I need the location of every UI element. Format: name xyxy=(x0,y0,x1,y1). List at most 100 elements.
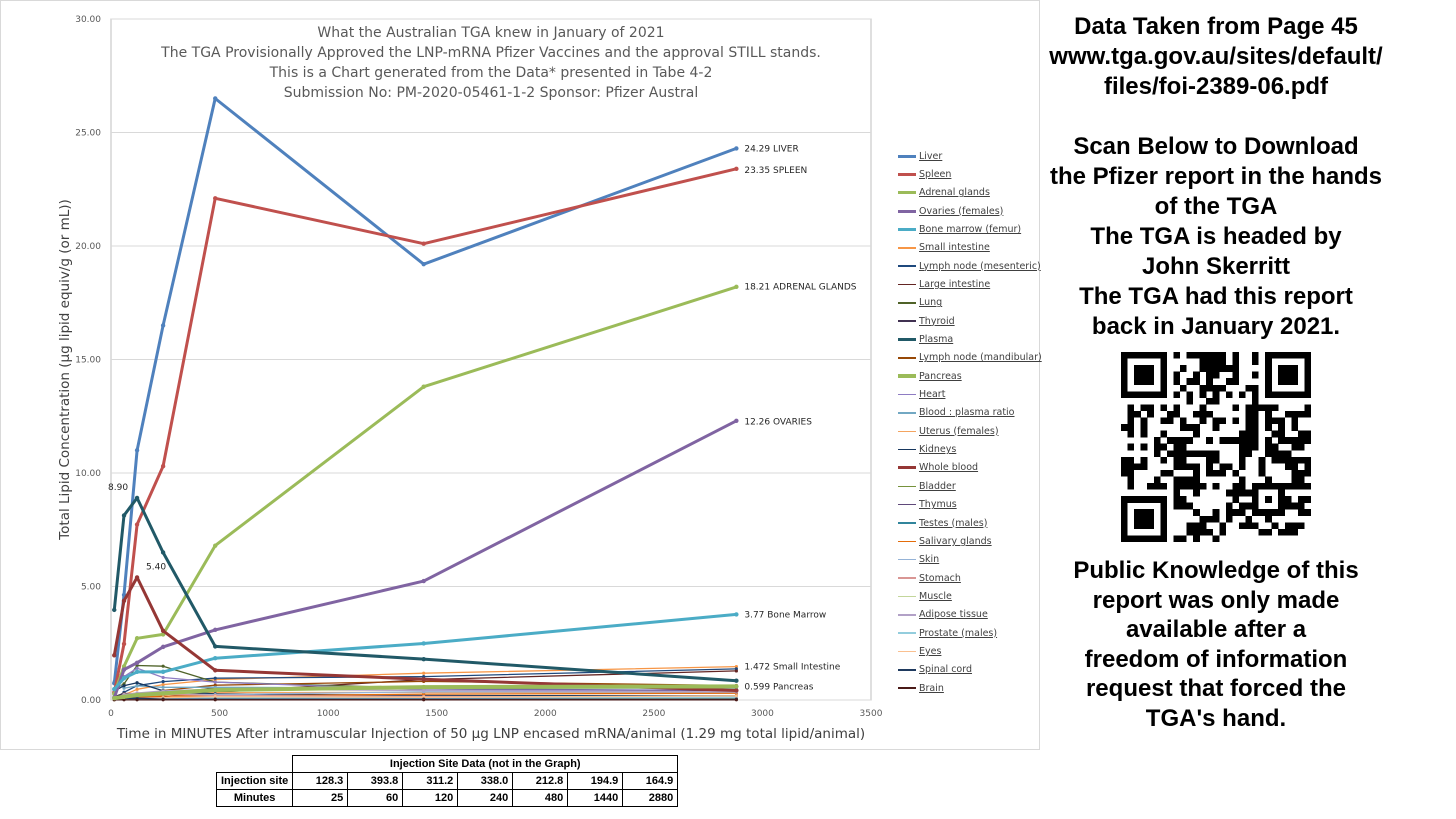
data-label: 23.35 SPLEEN xyxy=(744,166,807,176)
data-point xyxy=(135,684,139,688)
y-tick-label: 15.00 xyxy=(75,356,101,366)
legend-item: Whole blood xyxy=(898,459,978,477)
legend-swatch xyxy=(898,687,916,689)
data-point xyxy=(734,166,739,172)
chart-svg: 0.00 5.00 10.00 15.00 20.00 25.00 30.00 0 500 100… xyxy=(57,15,883,742)
legend-label: Thyroid xyxy=(919,315,955,327)
x-tick-label: 3500 xyxy=(860,709,883,719)
legend-label: Large intestine xyxy=(919,278,991,290)
data-point xyxy=(112,686,117,692)
data-point xyxy=(134,495,140,501)
table-cell: 480 xyxy=(512,789,569,807)
legend-item: Uterus (females) xyxy=(898,422,999,440)
table-row: Minutes 25 60 120 240 480 1440 2880 xyxy=(215,789,679,807)
data-point xyxy=(135,681,139,685)
legend-swatch xyxy=(898,650,916,653)
legend-label: Blood : plasma ratio xyxy=(919,407,1015,419)
data-point xyxy=(121,676,127,681)
data-point xyxy=(161,680,165,684)
data-point xyxy=(134,636,140,641)
side-text-line: Scan Below to Download xyxy=(1073,133,1359,160)
data-label: 3.77 Bone Marrow xyxy=(744,610,826,620)
legend-item: Spleen xyxy=(898,165,951,183)
data-point xyxy=(734,665,738,669)
legend-item: Pancreas xyxy=(898,367,962,385)
data-label: 5.40 xyxy=(146,562,166,572)
legend-item: Thymus xyxy=(898,496,957,514)
data-point xyxy=(213,694,217,699)
table-cell: 338.0 xyxy=(457,772,514,790)
data-point xyxy=(421,684,426,690)
y-axis-label: Total Lipid Concentration (µg lipid equi… xyxy=(57,199,73,541)
table-cell: 60 xyxy=(347,789,404,807)
data-point xyxy=(422,692,426,696)
data-point xyxy=(734,612,739,617)
legend-label: Lung xyxy=(919,297,943,309)
data-point xyxy=(213,676,217,680)
data-point xyxy=(213,656,218,661)
x-tick-label: 500 xyxy=(211,709,228,719)
legend-label: Bone marrow (femur) xyxy=(919,223,1022,235)
legend-swatch xyxy=(898,374,916,379)
data-label: 18.21 ADRENAL GLANDS xyxy=(744,283,856,293)
chart-frame: 0.00 5.00 10.00 15.00 20.00 25.00 30.00 0 500 100… xyxy=(0,0,1042,750)
legend-label: Skin xyxy=(919,554,940,566)
legend-item: Lymph node (mandibular) xyxy=(898,349,1042,367)
legend-label: Kidneys xyxy=(919,444,957,456)
chart-title-line-2: The TGA Provisionally Approved the LNP-m… xyxy=(161,45,821,61)
legend-label: Small intestine xyxy=(919,242,990,254)
side-text-line: The TGA is headed by xyxy=(1090,223,1342,250)
data-point xyxy=(121,694,127,700)
legend-label: Eyes xyxy=(919,645,942,657)
legend-item: Adrenal glands xyxy=(898,184,990,202)
data-point xyxy=(421,677,426,682)
x-axis-label: Time in MINUTES After intramuscular Inje… xyxy=(116,726,865,742)
data-point xyxy=(421,578,426,584)
data-label: 8.90 xyxy=(108,483,128,493)
legend-item: Eyes xyxy=(898,642,941,660)
side-text-line: TGA's hand. xyxy=(1145,704,1287,732)
legend-label: Thymus xyxy=(919,499,957,511)
data-point xyxy=(160,644,166,650)
legend-swatch xyxy=(898,558,916,561)
data-label: 1.472 Small Intestine xyxy=(744,663,840,673)
data-point xyxy=(734,146,739,151)
side-text-line: back in January 2021. xyxy=(1091,313,1341,340)
series-line-liver xyxy=(112,97,737,684)
qr-code-icon[interactable] xyxy=(1121,352,1312,543)
data-point xyxy=(734,669,738,673)
legend-item: Ovaries (females) xyxy=(898,202,1003,220)
legend-label: Testes (males) xyxy=(919,517,988,529)
side-text-line: Data Taken from Page 45 xyxy=(1074,13,1358,40)
legend-item: Plasma xyxy=(898,331,953,349)
legend-item: Heart xyxy=(898,386,945,404)
data-point xyxy=(734,698,738,702)
chart-title-line-1: What the Australian TGA knew in January … xyxy=(317,25,665,41)
legend-label: Bladder xyxy=(919,480,956,492)
side-text-line: of the TGA xyxy=(1154,193,1278,220)
data-point xyxy=(160,669,166,675)
legend-swatch xyxy=(898,503,916,506)
data-point xyxy=(213,196,218,201)
data-point xyxy=(734,684,739,689)
legend-item: Spinal cord xyxy=(898,661,972,679)
series-line-spleen xyxy=(112,167,737,693)
legend-label: Prostate (males) xyxy=(919,627,998,639)
x-tick-label: 0 xyxy=(108,709,114,719)
data-point xyxy=(422,688,426,693)
legend-swatch xyxy=(898,577,916,579)
side-panel: Data Taken from Page 45 www.tga.gov.au/s… xyxy=(1040,12,1392,734)
legend-swatch xyxy=(898,393,916,396)
legend-swatch xyxy=(898,430,916,432)
legend-swatch xyxy=(898,614,916,616)
legend-label: Muscle xyxy=(919,590,952,602)
y-tick-label: 20.00 xyxy=(75,242,101,252)
legend-item: Large intestine xyxy=(898,275,990,293)
x-tick-label: 1000 xyxy=(317,709,340,719)
table-cell: 240 xyxy=(457,789,514,807)
data-point xyxy=(121,667,127,672)
data-point xyxy=(421,241,426,246)
table-row: Injection site 128.3 393.8 311.2 338.0 2… xyxy=(215,772,679,790)
legend-swatch xyxy=(898,448,916,451)
data-point xyxy=(160,628,166,633)
